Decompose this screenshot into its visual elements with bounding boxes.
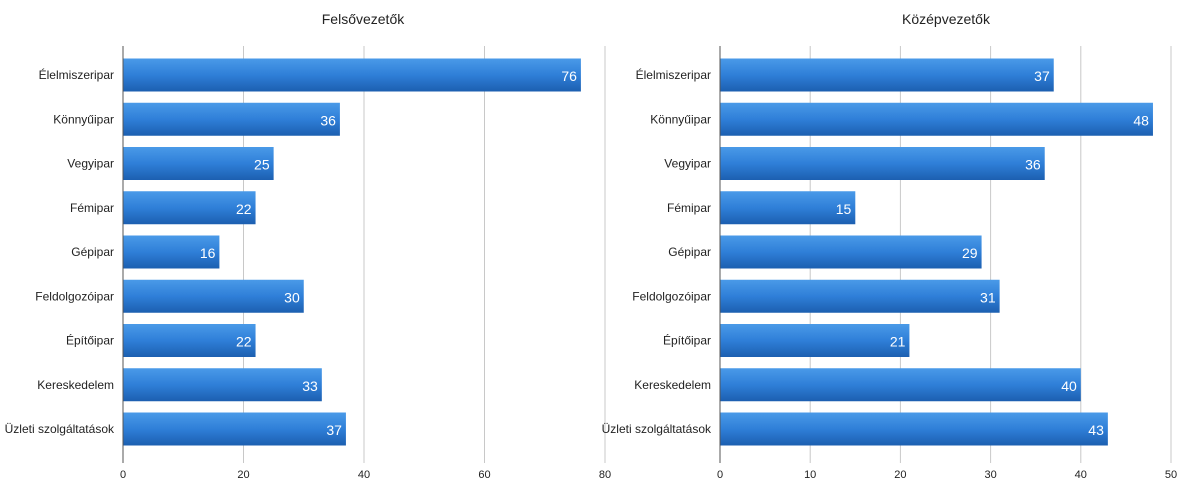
x-tick-label: 20 [894, 469, 906, 479]
x-tick-label: 50 [1165, 469, 1177, 479]
x-tick-label: 10 [804, 469, 816, 479]
category-label: Könnyűipar [650, 112, 711, 126]
category-label: Üzleti szolgáltatások [602, 422, 712, 436]
category-label: Könnyűipar [53, 112, 114, 126]
bar-5 [720, 235, 982, 269]
bar-2 [123, 102, 340, 136]
data-label: 36 [320, 112, 336, 128]
chart-panel-2: Középvezetők 0 10 20 30 40 50 Élelmiszeripar 37 K… [602, 11, 1178, 481]
data-label: 48 [1133, 112, 1149, 128]
bar-1 [720, 58, 1054, 92]
x-tick-label: 40 [358, 469, 370, 479]
chart-title: Felsővezetők [322, 11, 405, 27]
data-label: 40 [1061, 378, 1077, 394]
bar-8 [123, 368, 322, 402]
category-label: Vegyipar [664, 157, 711, 171]
bar-3 [123, 147, 274, 180]
bar-7 [720, 324, 910, 357]
x-tick-label: 0 [120, 469, 126, 479]
category-label: Vegyipar [67, 157, 114, 171]
bar-7 [123, 324, 256, 357]
x-tick-label: 60 [478, 469, 490, 479]
x-tick-label: 80 [599, 469, 611, 479]
category-label: Kereskedelem [634, 378, 711, 392]
data-label: 30 [284, 289, 300, 305]
bar-6 [123, 279, 304, 313]
chart-title: Középvezetők [902, 11, 991, 27]
data-label: 16 [200, 245, 216, 261]
bar-4 [720, 191, 856, 225]
data-label: 76 [561, 68, 577, 84]
category-label: Fémipar [70, 201, 114, 215]
data-label: 37 [1034, 68, 1050, 84]
bar-8 [720, 368, 1081, 402]
data-label: 37 [326, 422, 342, 438]
category-label: Feldolgozóipar [632, 289, 711, 303]
data-label: 15 [836, 201, 852, 217]
bar-9 [720, 412, 1108, 446]
category-label: Feldolgozóipar [35, 289, 114, 303]
data-label: 31 [980, 289, 996, 305]
data-label: 22 [236, 334, 252, 350]
category-label: Fémipar [667, 201, 711, 215]
data-label: 33 [302, 378, 318, 394]
bar-5 [123, 235, 220, 269]
category-label: Építőipar [663, 333, 711, 348]
data-label: 43 [1088, 422, 1104, 438]
category-label: Gépipar [668, 245, 711, 259]
bar-6 [720, 279, 1000, 313]
x-tick-label: 40 [1075, 469, 1087, 479]
category-label: Üzleti szolgáltatások [5, 422, 115, 436]
data-label: 21 [890, 334, 906, 350]
category-label: Építőipar [66, 333, 114, 348]
bar-3 [720, 147, 1045, 180]
chart-panel-1: Felsővezetők 0 20 40 60 80 Élelmiszeripar 76 Kön… [5, 11, 612, 481]
data-label: 36 [1025, 157, 1041, 173]
category-label: Élelmiszeripar [636, 67, 711, 82]
category-label: Élelmiszeripar [39, 67, 114, 82]
bar-9 [123, 412, 346, 446]
data-label: 25 [254, 157, 270, 173]
category-label: Kereskedelem [37, 378, 114, 392]
bar-1 [123, 58, 581, 92]
x-tick-label: 0 [717, 469, 723, 479]
x-tick-label: 30 [984, 469, 996, 479]
data-label: 22 [236, 201, 252, 217]
x-tick-label: 20 [237, 469, 249, 479]
category-label: Gépipar [71, 245, 114, 259]
data-label: 29 [962, 245, 978, 261]
bar-4 [123, 191, 256, 225]
bar-2 [720, 102, 1153, 136]
